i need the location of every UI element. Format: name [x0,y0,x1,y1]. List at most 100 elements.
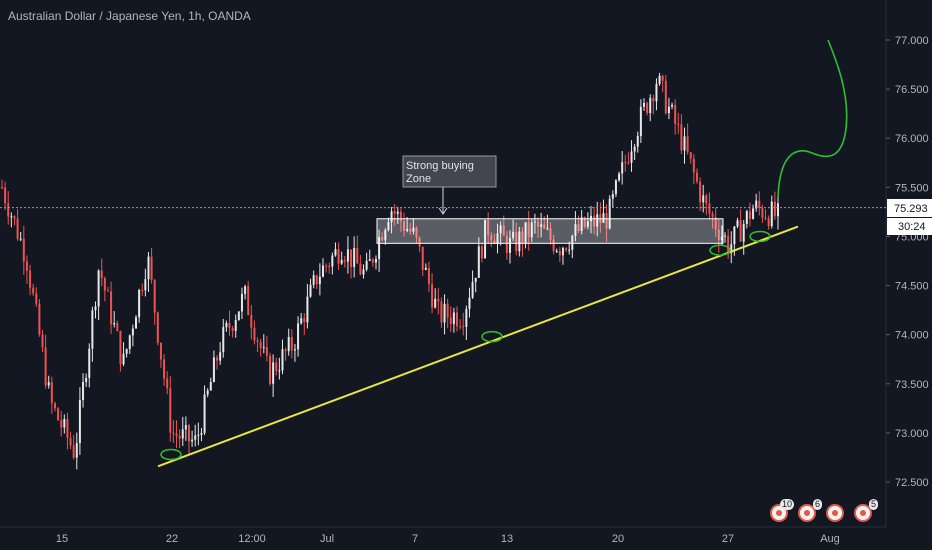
candle-body [552,239,555,251]
candle-body [658,75,661,84]
annotation-line2: Zone [406,173,431,185]
candle-body [558,250,561,256]
candle-body [720,236,723,240]
candle-body [493,240,496,244]
candle-body [275,362,278,372]
candle-body [484,220,487,259]
candle-body [262,347,265,349]
candle-body [490,235,493,241]
candle-body [561,248,564,256]
candle-body [431,284,434,308]
touch-point-ellipse [160,448,182,461]
candle-body [565,248,568,251]
candle-body [284,349,287,352]
candle-body [611,194,614,199]
candle-body [761,208,764,218]
price-label: 75.293 30:24 [887,199,932,235]
candle-body [321,265,324,277]
candle-body [206,390,209,395]
candle-body [212,357,215,382]
candle-body [624,162,627,164]
candle-body [135,317,138,329]
candle-body [480,246,483,259]
event-badge-icon[interactable] [826,504,844,522]
candle-body [677,123,680,125]
candle-body [16,218,19,239]
candle-body [265,347,268,356]
candle-body [777,203,779,217]
y-tick-label: 77.000 [895,35,929,47]
candle-body [66,418,69,438]
candle-body [515,231,518,252]
candle-body [742,224,745,242]
candle-body [596,214,599,227]
candle-body [627,162,630,164]
y-tick-label: 76.000 [895,133,929,145]
support-trendline[interactable] [157,225,799,468]
candle-body [278,370,281,372]
candle-body [122,353,125,365]
event-badge-icon[interactable]: 5 [854,499,878,522]
candlestick-series [1,72,779,470]
candle-body [384,230,387,241]
candle-body [63,418,66,428]
candle-body [325,265,328,267]
event-badge-icon[interactable]: 6 [798,499,822,522]
candle-body [35,293,38,304]
candle-body [256,340,259,342]
candle-body [664,80,667,114]
candle-body [739,220,742,242]
candle-body [303,318,306,323]
candle-body [549,228,552,240]
candle-body [231,328,234,331]
candle-body [758,200,761,209]
candle-body [415,227,418,238]
candle-body [346,249,349,262]
candle-body [487,220,490,236]
candle-body [717,229,720,240]
candle-body [661,75,664,81]
candle-body [269,355,272,384]
event-badge-icon[interactable]: 10 [770,499,794,522]
candle-body [652,97,655,102]
candle-body [253,327,256,341]
candle-body [686,136,689,153]
candle-body [605,213,608,229]
x-tick-label: 13 [501,533,513,545]
candle-body [125,349,128,354]
candle-body [19,238,22,240]
candle-body [141,289,144,291]
candle-body [421,246,424,270]
candle-body [318,276,321,285]
projection-curve[interactable] [777,39,848,198]
y-tick-label: 73.500 [895,379,929,391]
candle-body [655,83,658,102]
candle-body [4,187,7,204]
buying-zone-rectangle[interactable] [376,218,724,244]
candle-body [197,434,200,436]
price-label-text: 75.293 [894,203,928,215]
candle-body [309,284,312,297]
candle-body [577,224,580,232]
candle-body [409,228,412,232]
candle-body [315,275,318,285]
candle-body [764,217,767,219]
candle-body [353,248,356,268]
candle-body [103,278,106,291]
candle-body [527,222,530,238]
annotation-callout[interactable]: Strong buying Zone [402,155,497,215]
candle-body [153,279,156,313]
candle-body [200,432,203,435]
candle-body [368,259,371,261]
candle-body [181,429,184,439]
candle-body [387,222,390,231]
candle-body [412,227,415,232]
candle-body [602,213,605,223]
candle-body [259,341,262,348]
candle-body [452,312,455,325]
candle-body [131,328,134,336]
candle-body [418,237,421,247]
candle-body [711,213,714,217]
candle-body [10,216,13,218]
